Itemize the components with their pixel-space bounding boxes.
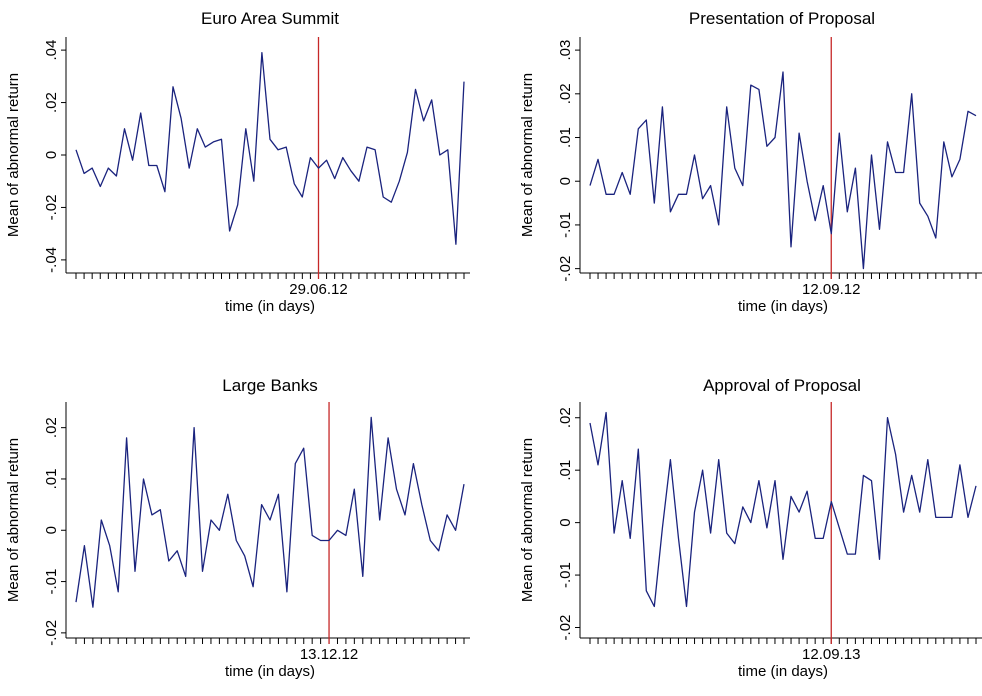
event-date-label: 29.06.12 (289, 281, 347, 298)
y-tick-label: -.02 (43, 620, 60, 646)
y-tick-label: -.04 (43, 247, 60, 273)
series-line (589, 411, 977, 608)
y-tick-label: -.02 (43, 195, 60, 221)
series-line (75, 416, 465, 608)
series-line (589, 71, 977, 270)
event-date-label: 13.12.12 (300, 646, 358, 663)
y-tick-label: .02 (557, 83, 574, 104)
y-tick-label: .01 (557, 460, 574, 481)
y-tick-label: .04 (43, 40, 60, 61)
y-axis-title: Mean of abnormal return (519, 73, 536, 237)
x-axis-title: time (in days) (738, 298, 828, 315)
panel-title: Presentation of Proposal (689, 9, 875, 28)
event-date-label: 12.09.13 (802, 646, 860, 663)
y-tick-label: 0 (557, 177, 574, 185)
event-date-label: 12.09.12 (802, 281, 860, 298)
panel-title: Euro Area Summit (201, 9, 339, 28)
y-tick-label: -.01 (557, 562, 574, 588)
y-axis-title: Mean of abnormal return (5, 438, 22, 602)
y-tick-label: .02 (43, 92, 60, 113)
x-axis-title: time (in days) (225, 663, 315, 680)
chart-panel-3: Large Banks -.02 -.01 0 .01 .02 Mean of abnorm… (5, 376, 470, 680)
y-tick-label: -.01 (43, 569, 60, 595)
panel-title: Approval of Proposal (703, 376, 861, 395)
y-tick-label: .02 (557, 407, 574, 428)
y-tick-label: -.02 (557, 615, 574, 641)
x-axis-title: time (in days) (738, 663, 828, 680)
y-tick-label: .03 (557, 40, 574, 61)
y-tick-label: -.02 (557, 256, 574, 282)
y-tick-label: 0 (557, 518, 574, 526)
y-tick-label: 0 (43, 151, 60, 159)
chart-panel-2: Presentation of Proposal -.02 -.01 0 .01 .02.… (519, 9, 982, 315)
y-tick-label: .02 (43, 417, 60, 438)
series-line (75, 52, 465, 245)
x-axis-title: time (in days) (225, 298, 315, 315)
y-tick-label: -.01 (557, 212, 574, 238)
y-axis-title: Mean of abnormal return (519, 438, 536, 602)
y-tick-label: .01 (557, 127, 574, 148)
chart-panel-4: Approval of Proposal -.02 -.01 0 .01 .02 Mean … (519, 376, 982, 680)
panel-title: Large Banks (222, 376, 317, 395)
y-tick-label: .01 (43, 469, 60, 490)
y-axis-title: Mean of abnormal return (5, 73, 22, 237)
y-tick-label: 0 (43, 526, 60, 534)
chart-panel-1: Euro Area Summit -.04 -.02 0 .02 .04 Mean of a… (5, 9, 470, 315)
